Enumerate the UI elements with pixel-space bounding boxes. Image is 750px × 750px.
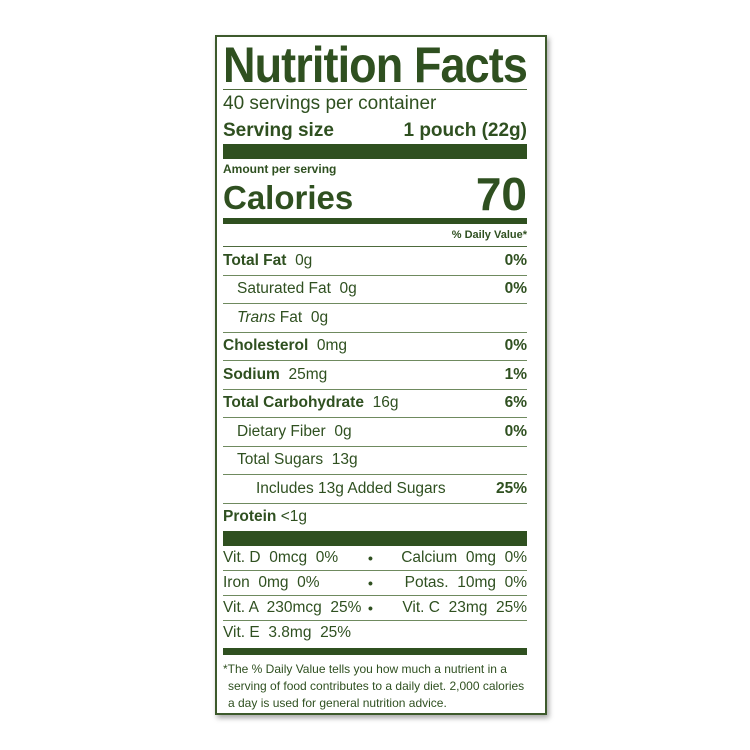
thick-divider xyxy=(223,531,527,546)
nutrient-amount: 0mg xyxy=(316,337,348,355)
bullet: • xyxy=(368,600,373,616)
footnote-line: serving of food contributes to a daily d… xyxy=(228,679,525,693)
amount-per-serving-label: Amount per serving xyxy=(223,162,337,176)
vitamin-left: Vit. A 230mcg 25% xyxy=(223,599,362,616)
nutrient-name: Includes 13g Added Sugars xyxy=(256,479,446,497)
nutrient-name: Cholesterol xyxy=(223,337,309,355)
title-row: Nutrition Facts xyxy=(223,37,528,93)
nutrient-amount: 0g xyxy=(295,251,313,269)
nutrient-amount: 13g xyxy=(331,451,358,469)
nutrient-name: Dietary Fiber xyxy=(237,422,326,440)
vitamin-right: Calcium 0mg 0% xyxy=(401,549,527,566)
vitamin-row: Vit. A 230mcg 25% • Vit. C 23mg 25% xyxy=(223,596,527,621)
vitamin-row: Iron 0mg 0% • Potas. 10mg 0% xyxy=(223,571,527,596)
nutrient-row-total-carbohydrate: Total Carbohydrate 16g 6% xyxy=(223,390,527,418)
nutrient-name-suffix: Fat xyxy=(279,308,303,326)
divider xyxy=(223,246,527,247)
nutrient-dv: 6% xyxy=(504,394,527,412)
nutrient-name: Total Carbohydrate xyxy=(223,394,364,412)
footnote-line: a day is used for general nutrition advi… xyxy=(228,696,447,710)
amount-per-serving: Amount per serving xyxy=(223,162,527,176)
title: Nutrition Facts xyxy=(223,37,528,93)
vitamin-right: Potas. 10mg 0% xyxy=(404,574,527,591)
nutrient-row-total-fat: Total Fat 0g 0% xyxy=(223,247,527,276)
divider xyxy=(223,89,527,90)
nutrient-row-added-sugars: Includes 13g Added Sugars 25% xyxy=(223,475,527,504)
serving-size-row: Serving size 1 pouch (22g) xyxy=(223,118,527,144)
vitamin-row: Vit. D 0mcg 0% • Calcium 0mg 0% xyxy=(223,546,527,571)
nutrient-row-saturated-fat: Saturated Fat 0g 0% xyxy=(223,276,527,304)
nutrient-row-dietary-fiber: Dietary Fiber 0g 0% xyxy=(223,418,527,447)
nutrient-dv: 0% xyxy=(504,251,527,269)
nutrient-row-total-sugars: Total Sugars 13g xyxy=(223,447,527,475)
nutrient-amount: <1g xyxy=(280,508,308,526)
nutrient-dv: 1% xyxy=(504,365,527,383)
nutrient-amount: 25mg xyxy=(288,365,328,383)
nutrient-dv: 25% xyxy=(495,479,527,497)
calories-value: 70 xyxy=(475,168,527,220)
nutrient-name: Protein xyxy=(223,508,277,526)
daily-value-header: % Daily Value* xyxy=(451,229,527,241)
nutrient-name: Total Sugars xyxy=(237,451,324,469)
servings-row: 40 servings per container xyxy=(223,90,527,118)
nutrient-dv: 0% xyxy=(504,422,527,440)
medium-divider xyxy=(223,648,527,655)
bullet: • xyxy=(368,575,373,591)
vitamin-left: Vit. E 3.8mg 25% xyxy=(223,624,352,641)
nutrient-row-protein: Protein <1g xyxy=(223,504,527,532)
nutrient-row-sodium: Sodium 25mg 1% xyxy=(223,361,527,390)
medium-divider xyxy=(223,218,527,224)
footnote: *The % Daily Value tells you how much a … xyxy=(223,655,527,712)
serving-size-label: Serving size xyxy=(223,120,334,141)
nutrition-facts-panel: Nutrition Facts 40 servings per containe… xyxy=(215,35,547,715)
daily-value-header-row: % Daily Value* xyxy=(223,224,527,246)
nutrient-row-cholesterol: Cholesterol 0mg 0% xyxy=(223,333,527,361)
nutrient-amount: 0g xyxy=(334,422,352,440)
vitamin-left: Iron 0mg 0% xyxy=(223,574,320,591)
nutrient-amount: 0g xyxy=(339,280,357,298)
nutrient-dv: 0% xyxy=(504,280,527,298)
nutrient-amount: 16g xyxy=(372,394,399,412)
vitamin-left: Vit. D 0mcg 0% xyxy=(223,549,339,566)
nutrient-dv: 0% xyxy=(504,337,527,355)
nutrient-name: Saturated Fat xyxy=(237,280,331,298)
nutrient-name: Total Fat xyxy=(223,251,287,269)
nutrient-name: Trans xyxy=(237,308,276,326)
vitamin-right: Vit. C 23mg 25% xyxy=(402,599,527,616)
bullet: • xyxy=(368,550,373,566)
calories-row: Calories 70 xyxy=(223,171,527,217)
nutrient-amount: 0g xyxy=(310,308,329,326)
vitamin-row: Vit. E 3.8mg 25% xyxy=(223,621,527,645)
servings-per-container: 40 servings per container xyxy=(223,93,437,114)
nutrient-row-trans-fat: Trans Fat 0g xyxy=(223,304,527,333)
nutrient-name: Sodium xyxy=(223,365,280,383)
calories-label: Calories xyxy=(223,179,354,216)
serving-size-value: 1 pouch (22g) xyxy=(403,120,527,141)
footnote-line: *The % Daily Value tells you how much a … xyxy=(223,662,507,676)
thick-divider xyxy=(223,144,527,159)
